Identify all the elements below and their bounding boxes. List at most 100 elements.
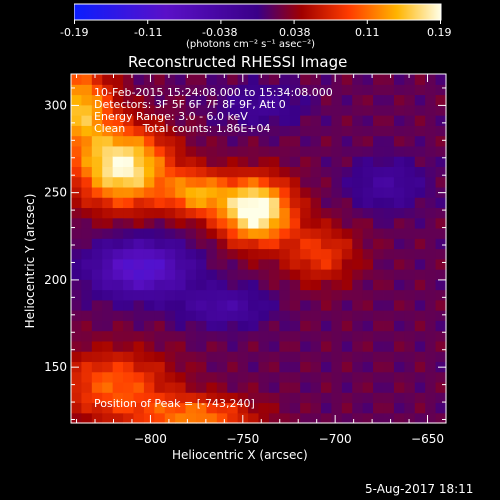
heatmap-cell [341,207,353,219]
heatmap-cell [102,135,114,147]
heatmap-cell [185,186,197,198]
heatmap-cell [123,217,135,229]
heatmap-cell [300,238,312,250]
heatmap-cell [143,84,155,96]
heatmap-cell [175,258,187,270]
heatmap-cell [279,217,291,229]
heatmap-cell [237,279,249,291]
heatmap-cell [289,412,301,424]
heatmap-cell [279,197,291,209]
heatmap-cell [279,340,291,352]
heatmap-cell [373,258,385,270]
heatmap-cell [227,238,239,250]
heatmap-cell [321,104,333,116]
heatmap-cell [102,115,114,126]
heatmap-cell [237,310,249,321]
heatmap-cell [112,330,124,342]
heatmap-cell [143,74,155,85]
heatmap-cell [71,217,83,229]
heatmap-cell [310,74,322,85]
heatmap-cell [321,412,333,424]
heatmap-cell [133,330,145,342]
heatmap-cell [123,392,135,404]
heatmap-cell [373,74,385,85]
heatmap-cell [331,351,343,363]
heatmap-cell [227,145,239,157]
heatmap-cell [112,135,124,147]
heatmap-cell [175,248,187,260]
heatmap-cell [279,412,291,424]
heatmap-cell [289,279,301,291]
heatmap-cell [289,176,301,188]
heatmap-cell [248,269,260,280]
heatmap-cell [289,145,301,157]
heatmap-cell [393,299,405,311]
heatmap-cell [248,74,260,85]
heatmap-cell [154,217,166,229]
heatmap-cell [300,217,312,229]
heatmap-cell [425,340,437,352]
heatmap-cell [133,84,145,96]
heatmap-cell [206,115,218,126]
heatmap-cell [258,310,270,321]
heatmap-cell [383,156,395,167]
heatmap-cell [279,371,291,383]
heatmap-cell [185,402,197,414]
heatmap-cell [196,186,208,198]
heatmap-cell [352,74,364,85]
heatmap-cell [227,402,239,414]
heatmap-cell [123,269,135,280]
heatmap-cell [237,392,249,404]
heatmap-cell [362,402,374,414]
heatmap-cell [206,104,218,116]
heatmap-cell [362,74,374,85]
heatmap-cell [383,227,395,239]
heatmap-cell [341,279,353,291]
heatmap-cell [123,238,135,250]
heatmap-cell [185,104,197,116]
heatmap-cell [123,104,135,116]
heatmap-cell [164,145,176,157]
heatmap-cell [164,320,176,332]
heatmap-cell [352,94,364,106]
heatmap-cell [112,392,124,404]
heatmap-cell [71,320,83,332]
heatmap-cell [154,361,166,373]
heatmap-cell [268,156,280,167]
heatmap-cell [227,186,239,198]
heatmap-cell [414,402,426,414]
heatmap-cell [196,351,208,363]
heatmap-cell [268,197,280,209]
heatmap-cell [258,227,270,239]
heatmap-cell [258,371,270,383]
heatmap-cell [393,310,405,321]
heatmap-cell [310,248,322,260]
heatmap-cell [164,402,176,414]
heatmap-cell [435,125,447,137]
heatmap-cell [216,330,228,342]
heatmap-cell [248,402,260,414]
heatmap-cell [133,207,145,219]
heatmap-cell [196,289,208,301]
heatmap-cell [393,340,405,352]
heatmap-cell [414,135,426,147]
heatmap-cell [289,299,301,311]
heatmap-cell [206,217,218,229]
heatmap-cell [383,84,395,96]
heatmap-cell [248,258,260,270]
heatmap-cell [164,125,176,137]
heatmap-cell [279,135,291,147]
heatmap-cell [300,125,312,137]
heatmap-cell [373,125,385,137]
heatmap-cell [102,351,114,363]
heatmap-cell [112,176,124,188]
heatmap-cell [341,115,353,126]
heatmap-cell [352,299,364,311]
heatmap-cell [81,207,93,219]
heatmap-cell [404,351,416,363]
heatmap-cell [310,197,322,209]
heatmap-cell [154,299,166,311]
heatmap-cell [248,371,260,383]
heatmap-cell [123,186,135,198]
colorbar-tick-label-0: -0.19 [60,26,89,39]
